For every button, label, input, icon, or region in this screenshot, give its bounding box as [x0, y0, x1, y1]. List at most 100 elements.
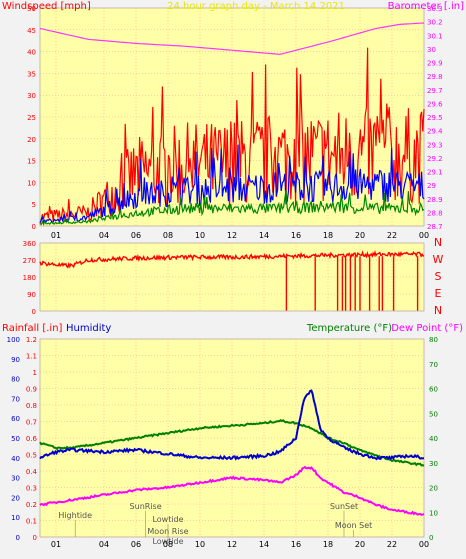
annotation-label: Hightide [58, 511, 92, 520]
barometer-label: Barometer [.in] [388, 1, 464, 12]
windspeed-axis-ticks: 0 5 10 15 20 25 30 35 40 45 50 [27, 5, 36, 231]
left-tick-label: 50 [27, 5, 36, 13]
humidity-tick-label: 20 [11, 494, 20, 502]
temp-tick-label: 70 [429, 361, 438, 369]
left-tick-label: 40 [27, 49, 36, 57]
x-tick-label: 12 [227, 540, 237, 549]
right-tick-label: 28.9 [427, 196, 443, 204]
annotation-label: Lowtide [152, 537, 183, 546]
right-tick-label: N [434, 304, 442, 317]
x-tick-label: 06 [131, 540, 141, 549]
rain-tick-label: 0.4 [26, 468, 38, 476]
gust-line [39, 47, 425, 224]
rain-tick-label: 0.1 [26, 518, 37, 526]
dewpoint-line [39, 465, 425, 516]
left-tick-label: 15 [27, 158, 36, 166]
x-tick-label: 10 [195, 540, 205, 549]
left-tick-label: 360 [23, 240, 36, 248]
graph-title: 24 hour graph day - March 14 2021 [167, 1, 345, 12]
temp-tick-label: 10 [429, 509, 438, 517]
right-tick-label: 29.8 [427, 73, 443, 81]
right-tick-label: 29.3 [427, 141, 443, 149]
x-tick-label: 01 [51, 540, 61, 549]
x-tick-label: 04 [99, 231, 109, 240]
humidity-tick-label: 40 [11, 455, 20, 463]
humidity-tick-label: 10 [11, 514, 20, 522]
humidity-axis-ticks: 0 10 20 30 40 50 60 70 80 90 100 [7, 336, 20, 542]
wind-x-ticks: 01 04 06 08 10 12 14 16 18 20 22 00 [51, 231, 429, 240]
temperature-line [39, 418, 425, 467]
right-tick-label: 28.7 [427, 223, 443, 231]
windspeed-label: Windspeed [mph] [2, 1, 91, 12]
rain-tick-label: 0 [33, 534, 37, 542]
left-tick-label: 270 [23, 257, 36, 265]
rain-tick-label: 0.2 [26, 501, 37, 509]
left-tick-label: 0 [32, 308, 36, 316]
right-tick-label: 29.9 [427, 60, 443, 68]
right-tick-label: 30.2 [427, 19, 443, 27]
left-tick-label: 45 [27, 27, 36, 35]
left-tick-label: 90 [27, 291, 36, 299]
temp-series [39, 389, 425, 516]
x-tick-label: 18 [323, 540, 333, 549]
right-tick-label: N [434, 236, 442, 249]
dewpoint-label: Dew Point (°F) [391, 323, 463, 334]
temp-tick-label: 80 [429, 336, 438, 344]
right-tick-label: 29.4 [427, 128, 443, 136]
rain-tick-label: 0.7 [26, 419, 37, 427]
x-tick-label: 06 [131, 231, 141, 240]
temp-tick-label: 50 [429, 410, 438, 418]
humidity-tick-label: 0 [16, 534, 20, 542]
humidity-tick-label: 70 [11, 395, 20, 403]
x-tick-label: 20 [355, 231, 365, 240]
x-tick-label: 22 [387, 540, 397, 549]
rain-tick-label: 0.8 [26, 402, 37, 410]
right-tick-label: 29.1 [427, 169, 443, 177]
humidity-tick-label: 30 [11, 475, 20, 483]
right-tick-label: W [433, 253, 444, 266]
annotation-label: SunRise [130, 502, 162, 511]
x-tick-label: 00 [419, 231, 429, 240]
right-tick-label: 29 [427, 182, 436, 190]
average-line [39, 144, 425, 225]
right-tick-label: 30.1 [427, 32, 443, 40]
rain-tick-label: 1.1 [26, 353, 37, 361]
right-tick-label: S [435, 270, 442, 283]
direction-line [39, 249, 424, 269]
x-tick-label: 04 [99, 540, 109, 549]
annotation-label: Moon Set [335, 521, 372, 530]
temp-tick-label: 60 [429, 386, 438, 394]
temp-tick-label: 30 [429, 460, 438, 468]
rain-tick-label: 0.3 [26, 485, 37, 493]
annotation-label: Moon Rise [147, 527, 188, 536]
left-tick-label: 180 [23, 274, 36, 282]
temp-tick-label: 40 [429, 435, 438, 443]
humidity-label: Humidity [66, 323, 111, 334]
x-tick-label: 08 [163, 540, 173, 549]
direction-axis-ticks: 0 90 180 270 360 [23, 240, 36, 316]
left-tick-label: 5 [32, 201, 36, 209]
temperature-label: Temperature (°F) [306, 323, 392, 334]
min-line [39, 190, 425, 226]
x-tick-label: 22 [387, 231, 397, 240]
temperature-axis-ticks: 0 10 20 30 40 50 60 70 80 [429, 336, 438, 542]
x-tick-label: 10 [195, 231, 205, 240]
right-tick-label: 30.3 [427, 5, 443, 13]
rainfall-label: Rainfall [.in] [2, 323, 63, 334]
humidity-line [39, 389, 425, 461]
rainfall-axis-ticks: 0 0.1 0.2 0.3 0.4 0.5 0.6 0.7 0.8 0.9 1 1.1 1.2 [26, 336, 38, 542]
right-tick-label: 29.7 [427, 87, 443, 95]
left-tick-label: 20 [27, 136, 36, 144]
rain-tick-label: 1 [33, 369, 37, 377]
x-tick-label: 20 [355, 540, 365, 549]
barometer-line [39, 22, 425, 55]
right-tick-label: 29.6 [427, 100, 443, 108]
humidity-tick-label: 100 [7, 336, 20, 344]
wind-series [39, 22, 425, 226]
x-tick-label: 08 [163, 231, 173, 240]
